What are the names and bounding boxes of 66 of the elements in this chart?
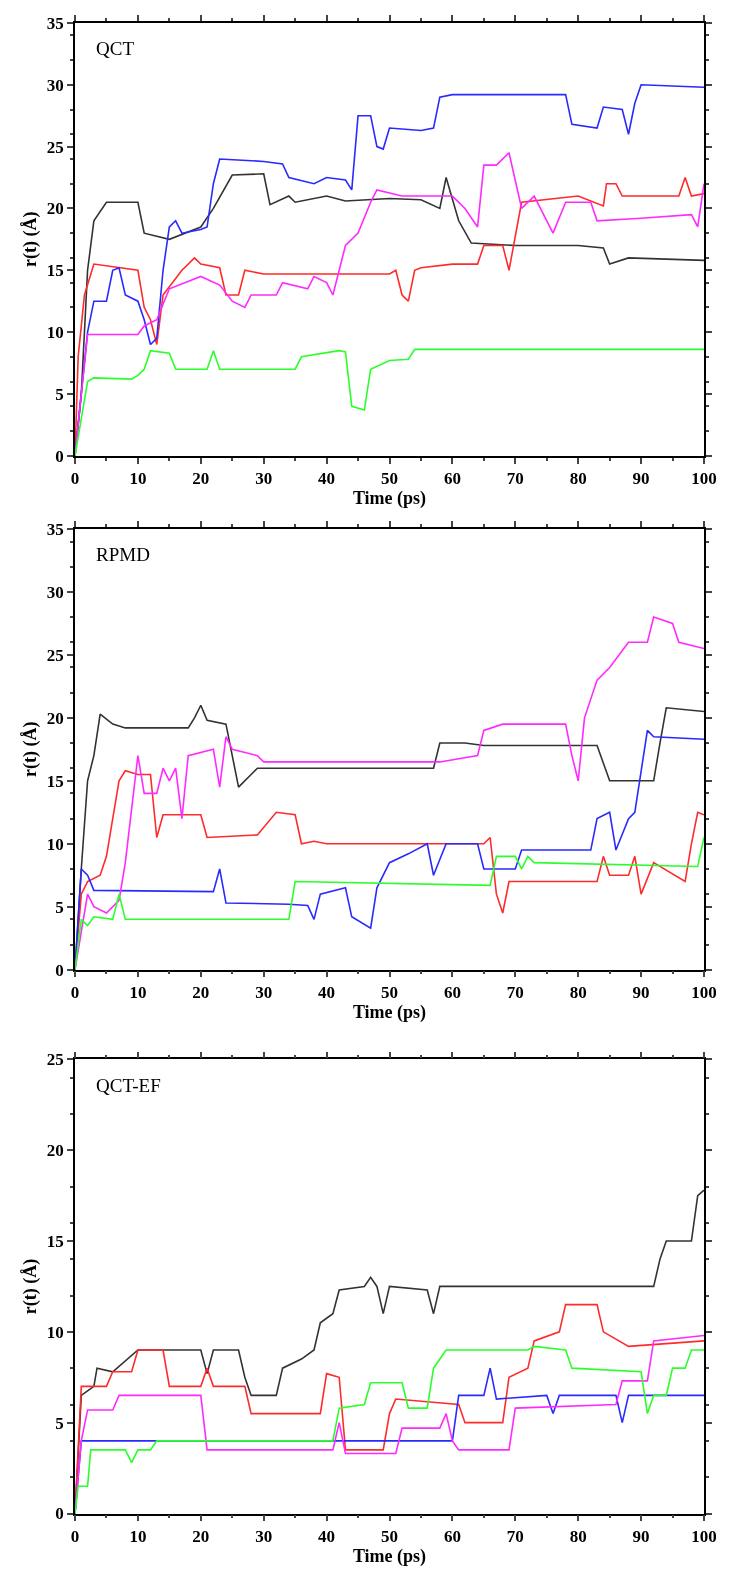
x-tick-label: 10 bbox=[129, 468, 147, 488]
x-tick-label: 70 bbox=[506, 1526, 524, 1546]
x-tick-label: 0 bbox=[70, 982, 80, 1002]
x-tick-label: 100 bbox=[691, 982, 717, 1002]
y-tick-label: 10 bbox=[46, 1322, 64, 1342]
y-tick-label: 30 bbox=[46, 582, 64, 602]
y-tick-label: 15 bbox=[46, 261, 64, 281]
x-tick-label: 60 bbox=[443, 982, 461, 1002]
x-tick-label: 70 bbox=[506, 468, 524, 488]
x-tick-label: 0 bbox=[70, 468, 80, 488]
y-tick-label: 25 bbox=[46, 137, 64, 157]
y-tick-label: 20 bbox=[46, 708, 64, 728]
x-tick-label: 80 bbox=[569, 468, 587, 488]
x-tick-label: 40 bbox=[318, 982, 336, 1002]
x-tick-label: 40 bbox=[318, 468, 336, 488]
x-axis-title: Time (ps) bbox=[352, 1001, 427, 1023]
text: QCT bbox=[96, 38, 135, 59]
x-tick-label: 60 bbox=[443, 1526, 461, 1546]
x-axis-title: Time (ps) bbox=[352, 487, 427, 509]
x-tick-label: 50 bbox=[381, 468, 398, 488]
x-tick-label: 90 bbox=[632, 468, 650, 488]
x-tick-label: 90 bbox=[632, 1526, 650, 1546]
x-tick-label: 50 bbox=[381, 982, 398, 1002]
y-axis-title: r(t) (Å) bbox=[19, 1258, 41, 1315]
x-tick-label: 30 bbox=[255, 1526, 273, 1546]
line-series bbox=[75, 836, 704, 970]
y-tick-label: 20 bbox=[46, 1141, 64, 1161]
y-tick-label: 25 bbox=[46, 1050, 64, 1070]
x-tick-label: 20 bbox=[192, 468, 210, 488]
y-tick-label: 30 bbox=[46, 75, 64, 95]
line-series bbox=[75, 348, 704, 456]
x-tick-label: 70 bbox=[506, 982, 524, 1002]
x-tick-label: 10 bbox=[129, 982, 147, 1002]
y-tick-label: 20 bbox=[46, 199, 64, 219]
y-tick-label: 0 bbox=[55, 1504, 64, 1524]
y-tick-label: 0 bbox=[55, 446, 64, 466]
y-tick-label: 10 bbox=[46, 834, 64, 854]
x-tick-label: 20 bbox=[192, 982, 210, 1002]
y-tick-label: 15 bbox=[46, 1231, 64, 1251]
x-tick-label: 20 bbox=[192, 1526, 210, 1546]
y-tick-label: 35 bbox=[46, 519, 64, 539]
text: RPMD bbox=[96, 544, 150, 565]
y-tick-label: 5 bbox=[55, 897, 64, 917]
x-tick-label: 0 bbox=[70, 1526, 80, 1546]
x-tick-label: 30 bbox=[255, 468, 273, 488]
y-tick-label: 15 bbox=[46, 771, 64, 791]
x-axis-title: Time (ps) bbox=[352, 1545, 427, 1567]
x-tick-label: 80 bbox=[569, 982, 587, 1002]
y-axis-title: r(t) (Å) bbox=[19, 211, 41, 268]
x-tick-label: 90 bbox=[632, 982, 650, 1002]
text: QCT-EF bbox=[96, 1075, 161, 1096]
x-tick-label: 50 bbox=[381, 1526, 398, 1546]
y-tick-label: 5 bbox=[55, 384, 64, 404]
y-tick-label: 0 bbox=[55, 960, 64, 980]
y-tick-label: 10 bbox=[46, 323, 64, 343]
x-tick-label: 100 bbox=[691, 468, 717, 488]
x-tick-label: 30 bbox=[255, 982, 273, 1002]
x-tick-label: 60 bbox=[443, 468, 461, 488]
y-tick-label: 35 bbox=[46, 13, 64, 33]
x-tick-label: 100 bbox=[691, 1526, 717, 1546]
x-tick-label: 40 bbox=[318, 1526, 336, 1546]
y-tick-label: 25 bbox=[46, 645, 64, 665]
x-tick-label: 10 bbox=[129, 1526, 147, 1546]
y-tick-label: 5 bbox=[55, 1413, 64, 1433]
y-axis-title: r(t) (Å) bbox=[19, 721, 41, 778]
x-tick-label: 80 bbox=[569, 1526, 587, 1546]
